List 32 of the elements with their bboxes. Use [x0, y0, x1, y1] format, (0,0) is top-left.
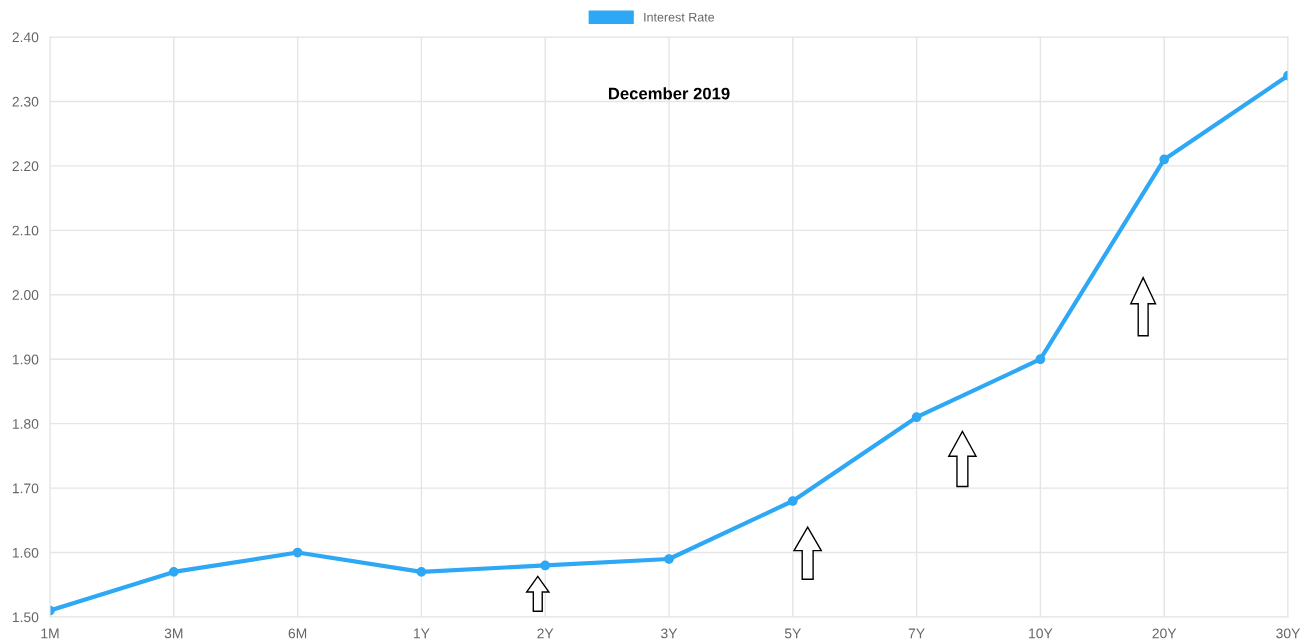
x-tick-label: 1Y — [413, 628, 430, 639]
x-tick-label: 7Y — [908, 628, 925, 639]
point — [168, 567, 179, 577]
point — [664, 554, 674, 564]
point — [1159, 154, 1170, 165]
y-tick-label: 1.70 — [12, 483, 39, 494]
text: December 2019 — [608, 87, 730, 100]
x-tick-label: 1M — [41, 628, 59, 639]
y-tick-label: 2.20 — [12, 161, 39, 172]
x-tick-label: 20Y — [1152, 628, 1177, 639]
x-tick-label: 10Y — [1029, 628, 1053, 639]
x-tick-label: 5Y — [784, 628, 801, 639]
y-tick-label: 1.90 — [12, 354, 39, 365]
y-tick-label: 2.30 — [12, 96, 39, 107]
point — [787, 496, 798, 506]
legend-label: Interest Rate — [644, 12, 715, 22]
y-tick-label: 2.10 — [12, 225, 39, 236]
point — [292, 547, 303, 558]
y-tick-label: 2.00 — [12, 290, 39, 300]
y-tick-label: 1.60 — [12, 547, 39, 558]
x-tick-label: 3M — [164, 628, 183, 639]
point — [416, 567, 427, 577]
x-tick-label: 2Y — [537, 628, 554, 639]
point — [540, 560, 551, 571]
y-tick-label: 1.80 — [12, 419, 39, 429]
x-tick-label: 3Y — [661, 628, 678, 639]
point — [1035, 354, 1046, 365]
point — [911, 412, 922, 423]
y-tick-label: 2.40 — [12, 32, 39, 43]
x-tick-label: 6M — [288, 628, 307, 639]
x-tick-label: 30Y — [1276, 628, 1301, 639]
y-tick-label: 1.50 — [12, 612, 39, 623]
